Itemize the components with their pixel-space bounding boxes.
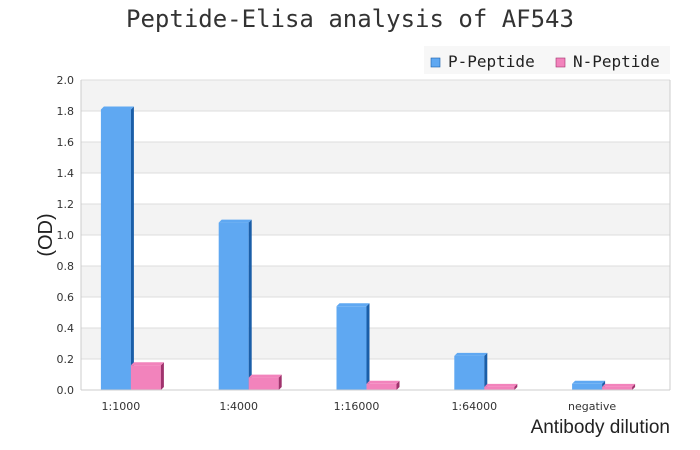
bar-top [484, 383, 518, 387]
legend-background [424, 46, 670, 74]
bar-top [336, 303, 370, 307]
bar-side [396, 380, 400, 390]
x-tick-label: negative [568, 400, 616, 413]
chart-title: Peptide-Elisa analysis of AF543 [126, 5, 574, 33]
grid-band [81, 297, 670, 328]
bar-P-Peptide-1:1000 [100, 106, 134, 390]
bar-top [366, 380, 400, 384]
bar-side [248, 219, 252, 390]
x-axis-label: Antibody dilution [531, 417, 670, 438]
bar-side [484, 352, 488, 390]
bar-P-Peptide-negative [572, 380, 606, 390]
grid-band [81, 173, 670, 204]
y-axis-label: (OD) [35, 213, 57, 256]
grid-band [81, 142, 670, 173]
bar-top [248, 374, 282, 378]
bar-P-Peptide-1:4000 [218, 219, 252, 390]
y-tick-label: 1.8 [57, 105, 75, 118]
y-tick-label: 0.4 [57, 322, 75, 335]
y-tick-label: 1.0 [57, 229, 75, 242]
bar-N-Peptide-negative [602, 383, 636, 390]
bar-P-Peptide-1:64000 [454, 352, 488, 390]
bar-front [484, 386, 515, 390]
plot-area: 0.0 0.2 0.4 0.6 0.8 1.0 1.2 1.4 1.6 1.8 2.0 1:1000 1… [57, 74, 671, 413]
bar-top [454, 352, 488, 356]
legend-label: P-Peptide [448, 52, 535, 71]
grid-band [81, 204, 670, 235]
y-tick-label: 0.2 [57, 353, 75, 366]
bar-N-Peptide-1:16000 [366, 380, 400, 390]
bar-front [248, 377, 279, 390]
legend: P-Peptide N-Peptide [424, 46, 670, 74]
bar-front [572, 383, 603, 390]
bar-side [278, 374, 282, 390]
y-tick-label: 1.4 [57, 167, 75, 180]
legend-swatch [555, 57, 566, 68]
bar-P-Peptide-1:16000 [336, 303, 370, 390]
bar-front [454, 355, 485, 390]
bar-top [218, 219, 252, 223]
bar-top [572, 380, 606, 384]
bar-side [366, 303, 370, 390]
bar-front [100, 109, 131, 390]
grid-band [81, 80, 670, 111]
legend-label: N-Peptide [573, 52, 660, 71]
bar-N-Peptide-1:64000 [484, 383, 518, 390]
bar-N-Peptide-1:4000 [248, 374, 282, 390]
legend-swatch [430, 57, 441, 68]
bar-N-Peptide-1:1000 [130, 362, 164, 390]
grid-band [81, 235, 670, 266]
grid-band [81, 266, 670, 297]
bar-top [602, 383, 636, 387]
bar-front [366, 383, 397, 390]
grid-band [81, 111, 670, 142]
y-tick-label: 1.6 [57, 136, 75, 149]
bar-top [100, 106, 134, 110]
bar-side [514, 383, 518, 390]
bar-front [336, 306, 367, 390]
x-tick-label: 1:16000 [334, 400, 380, 413]
bar-top [130, 362, 164, 366]
bar-front [130, 365, 161, 390]
x-tick-label: 1:64000 [451, 400, 497, 413]
y-tick-label: 0.0 [57, 384, 75, 397]
bar-front [218, 222, 249, 390]
y-tick-label: 0.6 [57, 291, 75, 304]
x-tick-label: 1:1000 [102, 400, 141, 413]
bar-front [602, 386, 633, 390]
y-tick-label: 2.0 [57, 74, 75, 87]
y-tick-label: 0.8 [57, 260, 75, 273]
bar-side [130, 106, 134, 390]
bar-side [632, 383, 636, 390]
x-tick-label: 1:4000 [219, 400, 258, 413]
grid-band [81, 328, 670, 359]
bar-side [160, 362, 164, 390]
y-tick-label: 1.2 [57, 198, 75, 211]
